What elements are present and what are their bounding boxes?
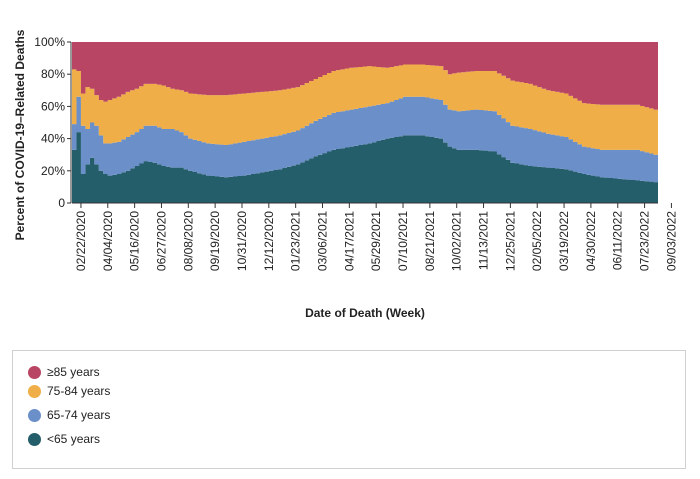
- x-tick-label: 08/08/2020: [181, 211, 195, 271]
- y-tick-label: 0: [58, 196, 65, 210]
- legend-item-75-84[interactable]: 75-84 years: [28, 384, 110, 398]
- x-tick-label: 04/04/2020: [101, 211, 115, 271]
- y-axis-title: Percent of COVID-19–Related Deaths: [10, 29, 30, 241]
- x-tick-label: 07/10/2021: [396, 211, 410, 271]
- x-tick-label: 09/03/2022: [664, 211, 678, 271]
- series-area-1[interactable]: [72, 96, 658, 183]
- legend-swatch-65-74: [28, 408, 41, 422]
- y-tick-label: 60%: [41, 99, 65, 113]
- x-tick-label: 04/30/2022: [584, 211, 598, 271]
- x-tick-label: 07/23/2022: [638, 211, 652, 271]
- legend-item-under-65[interactable]: <65 years: [28, 432, 100, 446]
- y-tick-label: 40%: [41, 132, 65, 146]
- series-area-3[interactable]: [72, 42, 658, 110]
- y-tick-label: 100%: [34, 35, 65, 49]
- x-tick-label: 03/06/2021: [316, 211, 330, 271]
- x-tick-label: 03/19/2022: [557, 211, 571, 271]
- legend: ≥85 years 75-84 years 65-74 years <65 ye…: [12, 350, 686, 469]
- series-area-2[interactable]: [72, 64, 658, 155]
- x-tick-label: 06/11/2022: [611, 211, 625, 270]
- x-tick-label: 02/22/2020: [74, 211, 88, 271]
- x-tick-label: 02/05/2022: [530, 211, 544, 271]
- x-tick-label: 08/21/2021: [423, 211, 437, 271]
- legend-item-85-plus[interactable]: ≥85 years: [28, 365, 100, 379]
- x-tick-label: 04/17/2021: [342, 211, 356, 271]
- x-tick-label: 05/29/2021: [369, 211, 383, 271]
- stacked-area-chart: 0 20% 40% 60% 80% 100% 02/22/2020 04/04/2020 05/…: [34, 35, 678, 271]
- x-tick-label: 05/16/2020: [128, 211, 142, 271]
- x-tick-label: 10/02/2021: [450, 211, 464, 271]
- legend-swatch-under-65: [28, 432, 41, 446]
- legend-label-85-plus: ≥85 years: [47, 365, 100, 379]
- y-tick-label: 20%: [41, 164, 65, 178]
- x-tick-label: 11/13/2021: [477, 211, 491, 270]
- legend-swatch-85-plus: [28, 365, 41, 379]
- x-tick-label: 10/31/2020: [235, 211, 249, 271]
- y-tick-label: 80%: [41, 67, 65, 81]
- x-tick-label: 09/19/2020: [208, 211, 222, 271]
- legend-label-75-84: 75-84 years: [47, 384, 111, 398]
- series-area-0[interactable]: [72, 132, 658, 203]
- legend-item-65-74[interactable]: 65-74 years: [28, 408, 110, 422]
- y-axis-title-text: Percent of COVID-19–Related Deaths: [13, 29, 27, 241]
- x-tick-label: 01/23/2021: [289, 211, 303, 271]
- x-tick-label: 06/27/2020: [154, 211, 168, 271]
- x-tick-label: 12/25/2021: [503, 211, 517, 271]
- legend-swatch-75-84: [28, 384, 41, 398]
- x-axis-title: Date of Death (Week): [305, 306, 425, 320]
- legend-label-65-74: 65-74 years: [47, 408, 111, 422]
- legend-label-under-65: <65 years: [47, 432, 101, 446]
- x-tick-label: 12/12/2020: [262, 211, 276, 271]
